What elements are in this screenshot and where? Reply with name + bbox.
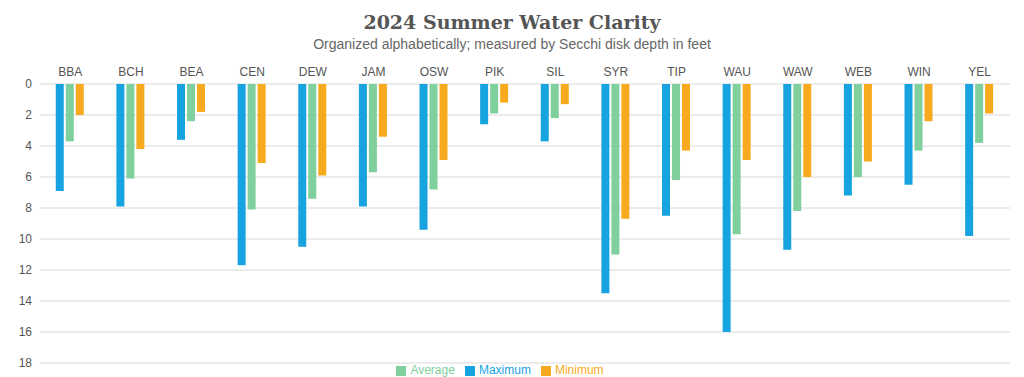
svg-text:DEW: DEW <box>299 65 328 79</box>
svg-text:TIP: TIP <box>667 65 686 79</box>
svg-text:16: 16 <box>19 325 33 339</box>
svg-text:0: 0 <box>25 77 32 91</box>
svg-text:BCH: BCH <box>118 65 143 79</box>
svg-text:WEB: WEB <box>845 65 872 79</box>
svg-text:WIN: WIN <box>907 65 930 79</box>
html-text:2024 Summer Water Clarity: 2024 Summer Water Clarity <box>363 11 661 33</box>
svg-text:SYR: SYR <box>604 65 629 79</box>
svg-text:2: 2 <box>25 108 32 122</box>
svg-text:PIK: PIK <box>485 65 504 79</box>
svg-text:WAW: WAW <box>783 65 813 79</box>
svg-text:WAU: WAU <box>723 65 751 79</box>
svg-text:BBA: BBA <box>58 65 82 79</box>
svg-text:14: 14 <box>19 294 33 308</box>
svg-text:8: 8 <box>25 201 32 215</box>
svg-text:BEA: BEA <box>180 65 204 79</box>
html-text:Minimum: Minimum <box>554 363 604 377</box>
svg-text:OSW: OSW <box>420 65 449 79</box>
svg-text:YEL: YEL <box>968 65 991 79</box>
svg-text:18: 18 <box>19 356 33 370</box>
html-text:Average: Average <box>410 363 455 377</box>
svg-text:SIL: SIL <box>546 65 564 79</box>
svg-text:4: 4 <box>25 139 32 153</box>
html-text:Organized alphabetically; meas: Organized alphabetically; measured by Se… <box>313 36 711 52</box>
svg-text:12: 12 <box>19 263 33 277</box>
svg-text:JAM: JAM <box>361 65 385 79</box>
html-text:Maximum: Maximum <box>478 363 531 377</box>
svg-text:10: 10 <box>19 232 33 246</box>
svg-text:6: 6 <box>25 170 32 184</box>
svg-text:CEN: CEN <box>240 65 265 79</box>
